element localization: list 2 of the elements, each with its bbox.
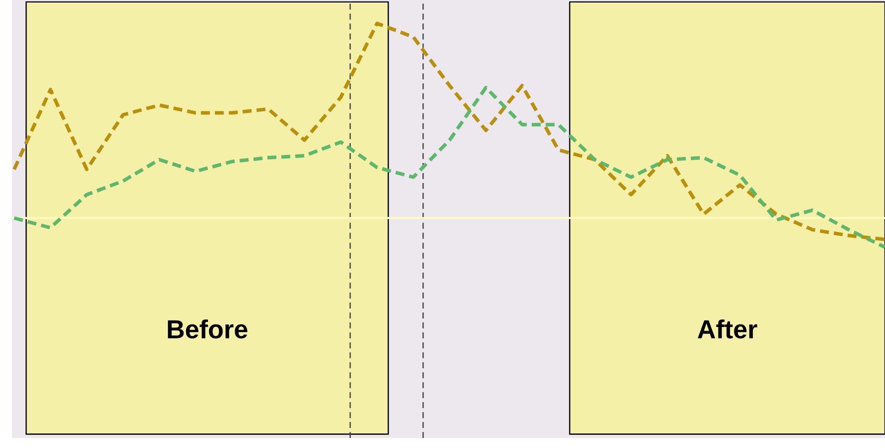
text: After [698,319,758,338]
text: Before [168,319,248,338]
